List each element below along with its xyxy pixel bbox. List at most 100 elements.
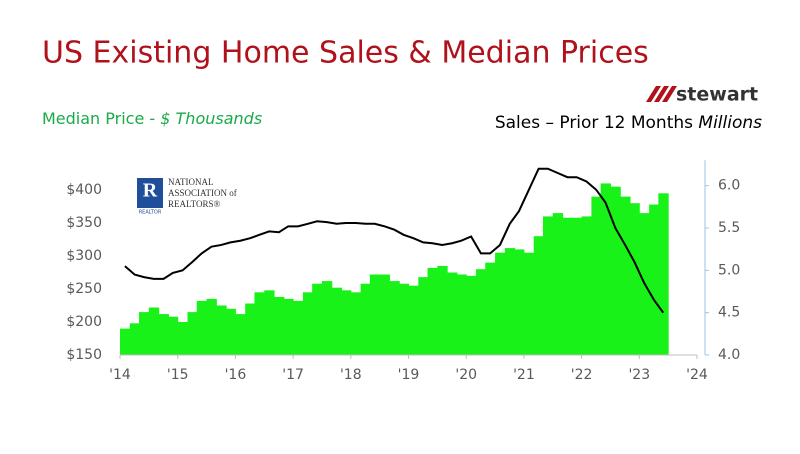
x-tick-label: '21 bbox=[513, 367, 535, 383]
price-bar bbox=[235, 314, 246, 355]
y-tick-label: $150 bbox=[66, 347, 102, 363]
price-bar bbox=[456, 274, 467, 355]
price-bar bbox=[533, 236, 545, 355]
price-bar bbox=[504, 248, 516, 355]
price-bar bbox=[649, 204, 660, 355]
price-bar bbox=[389, 281, 400, 355]
y2-tick-label: 5.5 bbox=[718, 220, 740, 236]
y2-tick-label: 6.0 bbox=[718, 178, 740, 194]
price-bar bbox=[340, 290, 352, 355]
logo-stripe bbox=[646, 86, 661, 102]
x-tick-label: '14 bbox=[109, 367, 131, 383]
price-bar bbox=[216, 305, 227, 355]
logo-stripe bbox=[662, 86, 677, 102]
price-bar bbox=[610, 186, 621, 355]
price-bar bbox=[620, 196, 631, 355]
y-tick-label: $400 bbox=[66, 182, 102, 198]
y2-tick-label: 5.0 bbox=[718, 262, 740, 278]
x-tick-label: '18 bbox=[340, 367, 362, 383]
price-bar bbox=[293, 300, 304, 355]
logo-text: ASSOCIATION of bbox=[168, 188, 237, 198]
price-bar bbox=[167, 316, 179, 355]
price-bar bbox=[177, 322, 189, 355]
price-bar bbox=[379, 274, 390, 355]
x-tick-label: '22 bbox=[571, 367, 593, 383]
logo-text: NATIONAL bbox=[168, 177, 214, 187]
price-bar bbox=[254, 292, 265, 355]
price-bar bbox=[427, 267, 438, 355]
logo-text: REALTORS® bbox=[168, 199, 221, 209]
chart-title: US Existing Home Sales & Median Prices bbox=[42, 36, 649, 71]
x-tick-label: '19 bbox=[398, 367, 420, 383]
logo-r: R bbox=[143, 180, 158, 202]
y-tick-label: $300 bbox=[66, 248, 102, 264]
price-bar bbox=[552, 213, 564, 355]
logo-stripe bbox=[654, 86, 669, 102]
price-bar bbox=[600, 183, 611, 355]
price-bar bbox=[283, 298, 294, 355]
price-bar bbox=[158, 314, 169, 355]
price-bar bbox=[581, 216, 592, 355]
x-tick-label: '20 bbox=[455, 367, 477, 383]
price-bar bbox=[206, 298, 217, 355]
price-bar bbox=[542, 216, 554, 355]
label-text: Median Price - bbox=[42, 109, 160, 128]
nar-logo: R REALTOR NATIONAL ASSOCIATION of REALTO… bbox=[137, 177, 237, 216]
logo-text: stewart bbox=[676, 84, 758, 106]
label-units: Millions bbox=[698, 113, 762, 133]
price-bar bbox=[629, 203, 640, 355]
logo-badge-text: REALTOR bbox=[139, 210, 162, 216]
price-bar bbox=[437, 265, 448, 355]
price-bar bbox=[591, 196, 602, 355]
price-bar bbox=[225, 308, 236, 355]
price-bar bbox=[312, 283, 323, 355]
y2-tick-label: 4.0 bbox=[718, 347, 740, 363]
price-bar bbox=[408, 285, 419, 355]
price-bar bbox=[398, 283, 409, 355]
price-bar bbox=[360, 283, 371, 355]
y-tick-label: $250 bbox=[66, 281, 102, 297]
price-bar bbox=[302, 292, 314, 355]
logo-badge bbox=[137, 178, 163, 208]
x-tick-label: '24 bbox=[686, 367, 708, 383]
price-bar bbox=[523, 252, 535, 355]
price-bar bbox=[514, 249, 525, 355]
y2-axis-label: Sales – Prior 12 Months Millions bbox=[495, 113, 762, 133]
price-bar bbox=[187, 312, 198, 355]
price-bar bbox=[120, 328, 131, 355]
x-tick-label: '23 bbox=[628, 367, 650, 383]
stewart-logo: stewart bbox=[646, 84, 758, 106]
x-tick-label: '16 bbox=[225, 367, 247, 383]
price-bar bbox=[274, 296, 285, 355]
y2-tick-label: 4.5 bbox=[718, 305, 740, 321]
price-bar bbox=[331, 287, 343, 355]
price-bar bbox=[148, 307, 160, 355]
price-bar bbox=[447, 272, 458, 355]
sales-line bbox=[124, 167, 665, 314]
label-units: $ Thousands bbox=[160, 109, 262, 128]
price-bar bbox=[139, 312, 150, 355]
y-axis-label: Median Price - $ Thousands bbox=[42, 109, 262, 128]
price-bar bbox=[369, 274, 381, 355]
x-tick-label: '15 bbox=[167, 367, 189, 383]
price-bar bbox=[129, 323, 141, 355]
y-tick-label: $350 bbox=[66, 215, 102, 231]
price-bar bbox=[476, 269, 487, 355]
price-bar bbox=[418, 277, 429, 355]
y-tick-label: $200 bbox=[66, 314, 102, 330]
x-tick-label: '17 bbox=[282, 367, 304, 383]
price-bar bbox=[245, 303, 256, 355]
price-bar bbox=[485, 262, 496, 355]
price-bar bbox=[658, 193, 669, 355]
price-bar bbox=[562, 217, 573, 355]
plot-area bbox=[120, 183, 669, 355]
label-text: Sales – Prior 12 Months bbox=[495, 113, 699, 133]
price-bar bbox=[571, 217, 583, 355]
price-bar bbox=[264, 290, 275, 355]
price-bar bbox=[196, 300, 208, 355]
price-bar bbox=[466, 275, 477, 355]
price-bar bbox=[321, 281, 333, 355]
price-bar bbox=[495, 252, 506, 355]
